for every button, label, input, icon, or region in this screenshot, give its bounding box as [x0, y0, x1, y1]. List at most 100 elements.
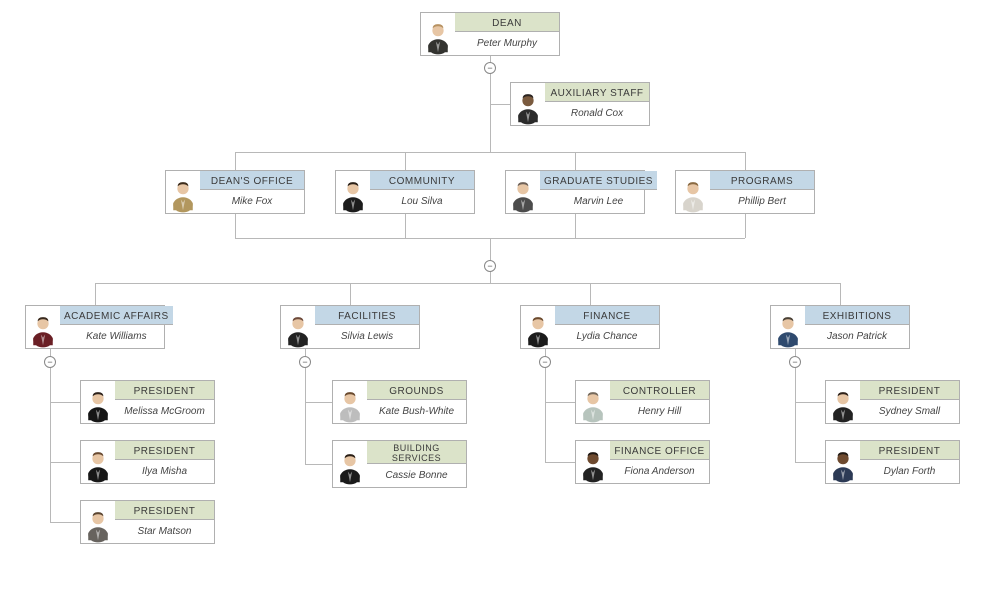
- org-node-aux[interactable]: AUXILIARY STAFF Ronald Cox: [510, 82, 650, 126]
- connector: [50, 522, 80, 523]
- connector: [95, 283, 840, 284]
- org-node-exhibitions[interactable]: EXHIBITIONS Jason Patrick: [770, 305, 910, 349]
- node-name: Phillip Bert: [710, 190, 814, 213]
- node-title: PRESIDENT: [115, 441, 214, 460]
- connector: [575, 152, 576, 170]
- node-title: PRESIDENT: [115, 381, 214, 400]
- connector: [795, 402, 825, 403]
- avatar: [166, 171, 200, 213]
- connector: [405, 152, 406, 170]
- org-node-community[interactable]: COMMUNITY Lou Silva: [335, 170, 475, 214]
- node-title: BUILDING SERVICES: [367, 441, 466, 464]
- connector: [405, 214, 406, 238]
- node-name: Lydia Chance: [555, 325, 659, 348]
- collapse-toggle[interactable]: −: [484, 62, 496, 74]
- node-name: Kate Bush-White: [367, 400, 466, 423]
- org-node-grad[interactable]: GRADUATE STUDIES Marvin Lee: [505, 170, 645, 214]
- node-title: FACILITIES: [315, 306, 419, 325]
- node-name: Ilya Misha: [115, 460, 214, 483]
- collapse-toggle[interactable]: −: [484, 260, 496, 272]
- avatar: [336, 171, 370, 213]
- connector: [305, 464, 332, 465]
- node-title: DEAN: [455, 13, 559, 32]
- org-node-academic[interactable]: ACADEMIC AFFAIRS Kate Williams: [25, 305, 165, 349]
- node-title: EXHIBITIONS: [805, 306, 909, 325]
- connector: [50, 462, 80, 463]
- collapse-toggle[interactable]: −: [44, 356, 56, 368]
- org-node-grounds[interactable]: GROUNDS Kate Bush-White: [332, 380, 467, 424]
- node-name: Marvin Lee: [540, 190, 657, 213]
- avatar: [576, 381, 610, 423]
- avatar: [81, 441, 115, 483]
- node-title: PRESIDENT: [115, 501, 214, 520]
- connector: [235, 152, 745, 153]
- connector: [745, 152, 746, 170]
- connector: [235, 152, 236, 170]
- node-name: Star Matson: [115, 520, 214, 543]
- avatar: [506, 171, 540, 213]
- org-node-building[interactable]: BUILDING SERVICES Cassie Bonne: [332, 440, 467, 488]
- connector: [545, 402, 575, 403]
- node-title: DEAN'S OFFICE: [200, 171, 304, 190]
- node-name: Lou Silva: [370, 190, 474, 213]
- org-node-controller[interactable]: CONTROLLER Henry Hill: [575, 380, 710, 424]
- avatar: [81, 501, 115, 543]
- node-title: PRESIDENT: [860, 441, 959, 460]
- node-title: PROGRAMS: [710, 171, 814, 190]
- node-title: GROUNDS: [367, 381, 466, 400]
- collapse-toggle[interactable]: −: [539, 356, 551, 368]
- node-name: Ronald Cox: [545, 102, 649, 125]
- node-title: ACADEMIC AFFAIRS: [60, 306, 173, 325]
- node-title: COMMUNITY: [370, 171, 474, 190]
- node-title: PRESIDENT: [860, 381, 959, 400]
- avatar: [826, 441, 860, 483]
- org-node-pres3[interactable]: PRESIDENT Star Matson: [80, 500, 215, 544]
- node-name: Dylan Forth: [860, 460, 959, 483]
- node-name: Cassie Bonne: [367, 464, 466, 487]
- org-node-programs[interactable]: PROGRAMS Phillip Bert: [675, 170, 815, 214]
- avatar: [576, 441, 610, 483]
- node-title: GRADUATE STUDIES: [540, 171, 657, 190]
- avatar: [333, 441, 367, 487]
- org-node-pres1[interactable]: PRESIDENT Melissa McGroom: [80, 380, 215, 424]
- node-name: Henry Hill: [610, 400, 709, 423]
- org-node-pres4[interactable]: PRESIDENT Sydney Small: [825, 380, 960, 424]
- connector: [840, 283, 841, 305]
- org-node-finoffice[interactable]: FINANCE OFFICE Fiona Anderson: [575, 440, 710, 484]
- avatar: [826, 381, 860, 423]
- connector: [490, 104, 510, 105]
- node-name: Sydney Small: [860, 400, 959, 423]
- connector: [795, 462, 825, 463]
- avatar: [511, 83, 545, 125]
- connector: [50, 402, 80, 403]
- connector: [745, 214, 746, 238]
- node-name: Jason Patrick: [805, 325, 909, 348]
- node-name: Fiona Anderson: [610, 460, 709, 483]
- org-node-deans_office[interactable]: DEAN'S OFFICE Mike Fox: [165, 170, 305, 214]
- org-node-pres2[interactable]: PRESIDENT Ilya Misha: [80, 440, 215, 484]
- avatar: [521, 306, 555, 348]
- org-node-finance[interactable]: FINANCE Lydia Chance: [520, 305, 660, 349]
- connector: [50, 349, 51, 522]
- avatar: [421, 13, 455, 55]
- node-name: Peter Murphy: [455, 32, 559, 55]
- node-name: Silvia Lewis: [315, 325, 419, 348]
- node-title: FINANCE: [555, 306, 659, 325]
- connector: [545, 462, 575, 463]
- org-node-dean[interactable]: DEAN Peter Murphy: [420, 12, 560, 56]
- avatar: [26, 306, 60, 348]
- collapse-toggle[interactable]: −: [299, 356, 311, 368]
- node-name: Melissa McGroom: [115, 400, 214, 423]
- connector: [575, 214, 576, 238]
- connector: [305, 402, 332, 403]
- org-node-facilities[interactable]: FACILITIES Silvia Lewis: [280, 305, 420, 349]
- avatar: [676, 171, 710, 213]
- collapse-toggle[interactable]: −: [789, 356, 801, 368]
- node-title: CONTROLLER: [610, 381, 709, 400]
- avatar: [81, 381, 115, 423]
- org-node-pres5[interactable]: PRESIDENT Dylan Forth: [825, 440, 960, 484]
- avatar: [771, 306, 805, 348]
- connector: [95, 283, 96, 305]
- avatar: [333, 381, 367, 423]
- avatar: [281, 306, 315, 348]
